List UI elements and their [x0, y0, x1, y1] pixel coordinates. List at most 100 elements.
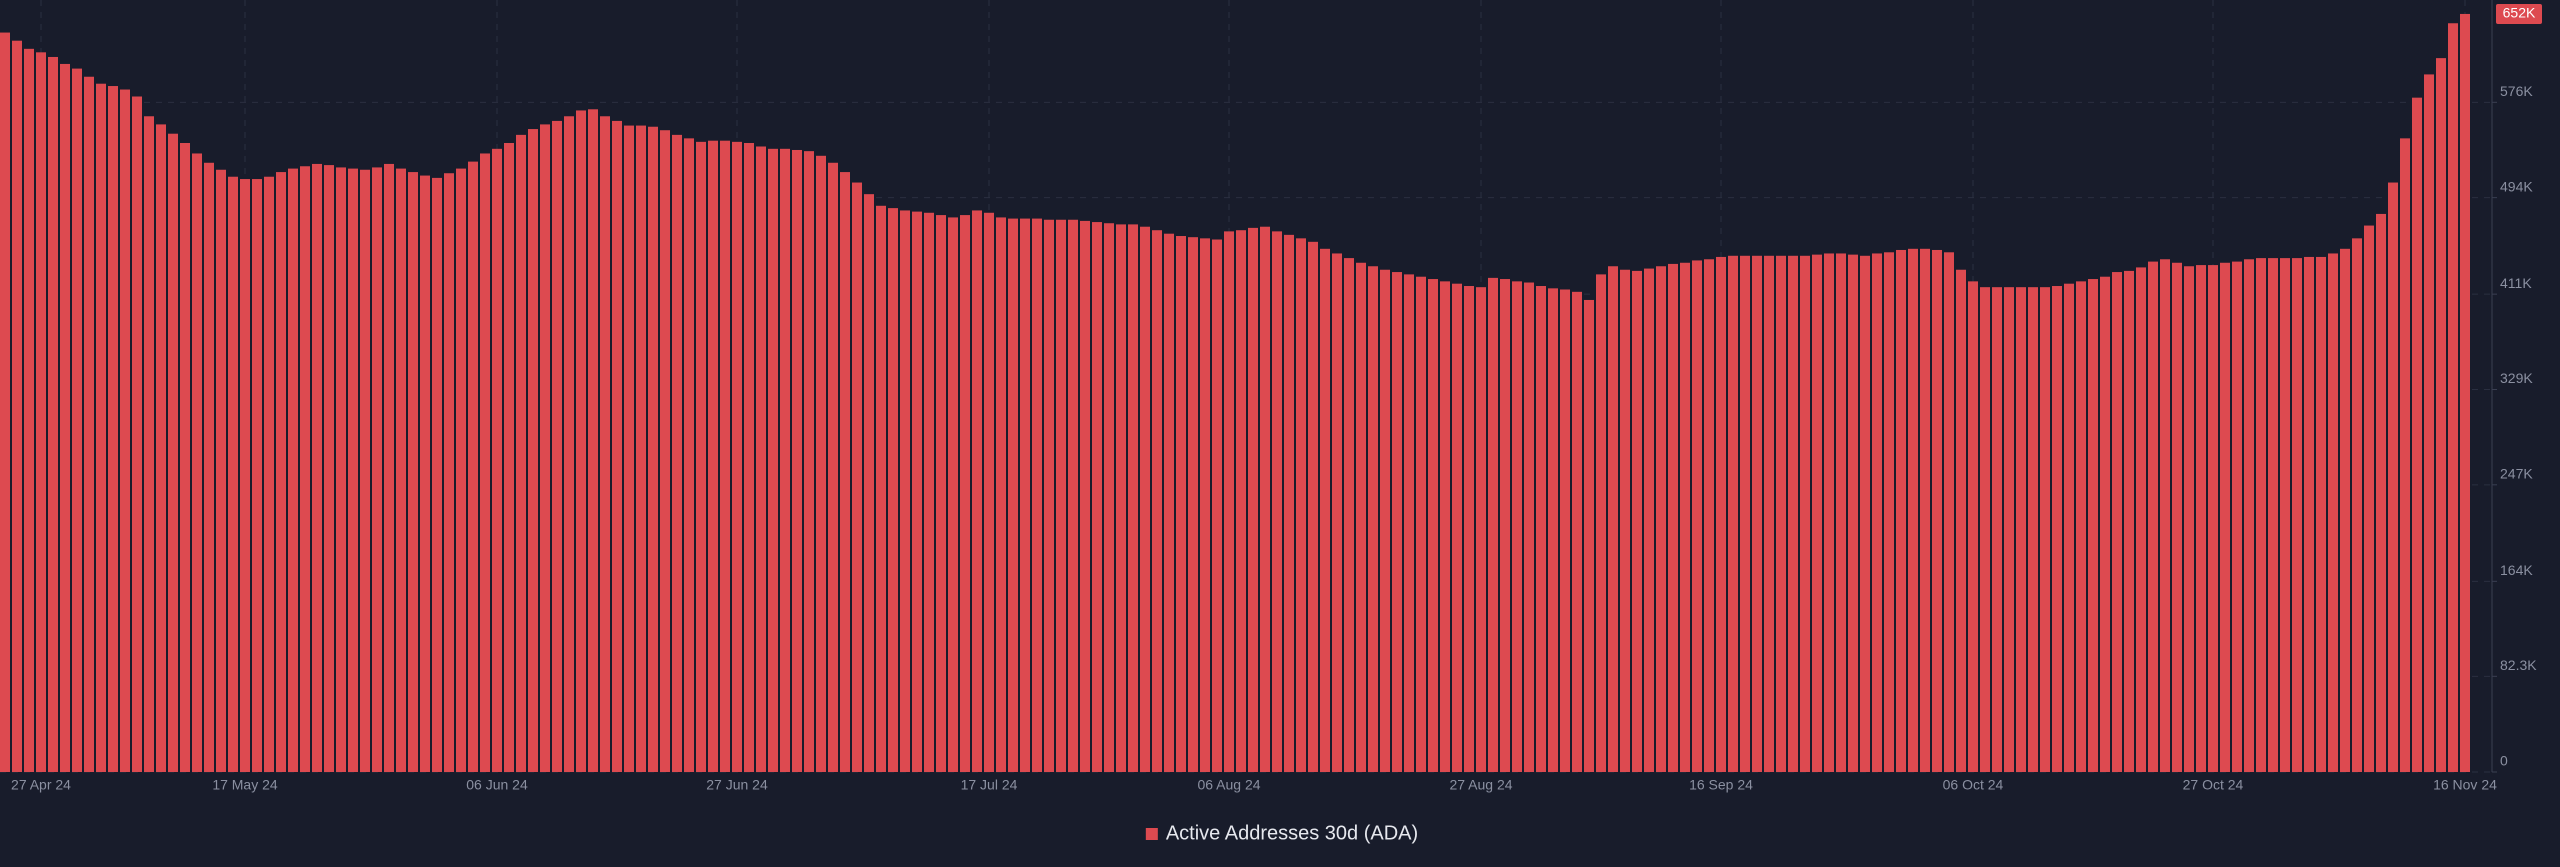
bar — [204, 162, 214, 772]
bar — [1524, 282, 1534, 772]
bar — [1068, 219, 1078, 772]
x-tick-label: 27 Apr 24 — [11, 777, 71, 793]
bar — [2052, 286, 2062, 772]
y-tick-label: 329K — [2500, 370, 2533, 386]
bar — [564, 116, 574, 772]
y-tick-label: 82.3K — [2500, 657, 2537, 673]
bar — [2460, 13, 2470, 773]
bar — [1020, 218, 1030, 772]
bar — [2064, 283, 2074, 772]
bar — [528, 129, 538, 773]
bar — [1308, 241, 1318, 773]
bar — [996, 217, 1006, 773]
bar — [1128, 224, 1138, 772]
bar — [1248, 227, 1258, 772]
bars — [0, 13, 2470, 773]
bar — [720, 140, 730, 772]
bar — [1272, 231, 1282, 772]
bar — [2400, 138, 2410, 773]
x-tick-label: 27 Aug 24 — [1449, 777, 1512, 793]
bar — [1104, 223, 1114, 773]
bar — [12, 40, 22, 773]
bar — [1404, 274, 1414, 772]
bar — [840, 172, 850, 773]
bar — [2184, 266, 2194, 772]
bar — [1620, 269, 1630, 772]
bar — [108, 86, 118, 773]
bar — [1824, 253, 1834, 772]
bar — [2376, 213, 2386, 772]
bar — [600, 116, 610, 772]
bar — [168, 133, 178, 772]
bar — [24, 48, 34, 773]
bar — [1788, 255, 1798, 772]
bar — [948, 217, 958, 773]
bar — [756, 146, 766, 773]
bar — [960, 215, 970, 773]
bar — [1608, 266, 1618, 772]
bar — [660, 130, 670, 773]
bar — [1884, 252, 1894, 773]
bar — [2292, 258, 2302, 773]
bar — [0, 32, 10, 773]
bar — [1032, 218, 1042, 772]
bar — [1944, 252, 1954, 773]
bar — [1584, 299, 1594, 772]
bar — [780, 148, 790, 772]
bar — [2256, 258, 2266, 773]
bar — [2328, 253, 2338, 772]
bar — [1836, 253, 1846, 772]
bar — [2196, 265, 2206, 772]
y-tick-label: 494K — [2500, 178, 2533, 194]
bar — [1416, 276, 1426, 772]
bar — [48, 56, 58, 773]
bar — [192, 153, 202, 773]
bar — [252, 179, 262, 772]
bar — [1356, 262, 1366, 772]
bar — [816, 155, 826, 773]
bar — [120, 89, 130, 772]
bar — [1224, 231, 1234, 772]
bar — [372, 167, 382, 772]
bar — [36, 52, 46, 773]
bar — [1800, 255, 1810, 772]
bar — [2172, 262, 2182, 772]
bar — [540, 124, 550, 772]
bar — [2040, 287, 2050, 772]
bar — [60, 63, 70, 772]
bar — [1908, 248, 1918, 772]
bar — [216, 169, 226, 772]
bar — [1344, 258, 1354, 773]
bar — [1380, 269, 1390, 772]
bar — [2220, 262, 2230, 772]
bar — [1680, 262, 1690, 772]
bar — [984, 212, 994, 772]
bar — [156, 124, 166, 772]
bar — [96, 83, 106, 773]
bar — [468, 161, 478, 773]
bar — [936, 215, 946, 773]
bar — [552, 120, 562, 773]
bar — [1764, 255, 1774, 772]
bar — [1284, 234, 1294, 773]
bar — [1464, 286, 1474, 772]
bar — [792, 149, 802, 772]
value-tag — [2496, 3, 2542, 24]
bar — [612, 120, 622, 773]
bar — [1488, 277, 1498, 772]
bar — [1704, 259, 1714, 772]
bar — [1092, 222, 1102, 772]
bar — [300, 166, 310, 772]
bar — [480, 153, 490, 773]
bar — [804, 151, 814, 772]
bar — [1920, 248, 1930, 772]
bar — [864, 194, 874, 772]
bar — [1476, 287, 1486, 772]
bar — [1560, 289, 1570, 772]
bar — [1992, 287, 2002, 772]
bar — [408, 172, 418, 773]
bar — [1896, 249, 1906, 773]
bar — [1932, 249, 1942, 773]
